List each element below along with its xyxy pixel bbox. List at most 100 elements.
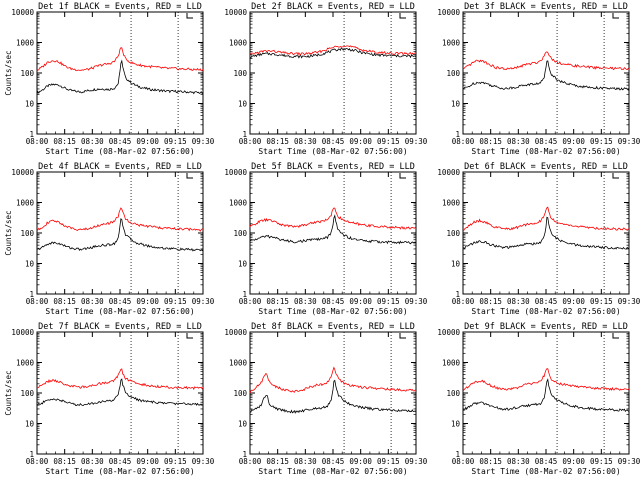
y-tick-label: 10000 — [224, 328, 247, 337]
corner-mark — [186, 173, 193, 179]
detector-panel: Det 8f BLACK = Events, RED = LLD 1 10 100 10… — [224, 322, 427, 476]
x-tick-label: 09:30 — [618, 297, 640, 306]
x-tick-label: 08:30 — [294, 297, 317, 306]
red-lld-series-line — [462, 206, 630, 232]
y-tick-label: 10000 — [437, 328, 460, 337]
y-tick-label: 100 — [20, 389, 34, 398]
corner-mark — [399, 173, 406, 179]
y-tick-label: 10 — [238, 420, 248, 429]
x-tick-label: 09:00 — [349, 297, 372, 306]
x-tick-label: 08:45 — [109, 457, 132, 466]
x-axis-label: Start Time (08-Mar-02 07:56:00) — [45, 307, 194, 316]
x-tick-label: 09:30 — [192, 137, 215, 146]
y-tick-label: 10000 — [11, 328, 34, 337]
corner-mark — [399, 333, 406, 339]
x-tick-label: 08:15 — [266, 457, 289, 466]
x-tick-label: 08:30 — [81, 297, 104, 306]
corner-mark — [612, 13, 619, 19]
x-axis-label: Start Time (08-Mar-02 07:56:00) — [471, 307, 620, 316]
x-tick-label: 08:30 — [81, 457, 104, 466]
black-events-series-line — [462, 216, 630, 250]
x-tick-label: 08:15 — [479, 137, 502, 146]
y-tick-label: 10 — [238, 260, 248, 269]
x-tick-label: 09:30 — [405, 137, 428, 146]
y-tick-label: 10000 — [224, 168, 247, 177]
x-tick-label: 09:15 — [377, 297, 400, 306]
x-axis-label: Start Time (08-Mar-02 07:56:00) — [258, 467, 407, 476]
y-tick-label: 10000 — [11, 8, 34, 17]
panel-title: Det 1f BLACK = Events, RED = LLD — [38, 2, 202, 12]
x-axis-label: Start Time (08-Mar-02 07:56:00) — [45, 147, 194, 156]
black-events-series-line — [36, 218, 204, 252]
panel-title: Det 8f BLACK = Events, RED = LLD — [251, 322, 415, 332]
red-lld-series-line — [249, 45, 416, 56]
x-tick-label: 09:15 — [590, 457, 613, 466]
detector-panel: Det 7f BLACK = Events, RED = LLD 1 10 100 10… — [4, 322, 215, 476]
x-tick-label: 08:00 — [239, 457, 262, 466]
x-tick-label: 09:15 — [164, 457, 187, 466]
panel-title: Det 4f BLACK = Events, RED = LLD — [38, 162, 202, 172]
detector-panel: Det 2f BLACK = Events, RED = LLD 1 10 100 10… — [224, 2, 427, 156]
y-tick-label: 100 — [446, 229, 460, 238]
x-axis-label: Start Time (08-Mar-02 07:56:00) — [258, 307, 407, 316]
red-lld-series-line — [462, 368, 630, 392]
y-tick-label: 10 — [451, 420, 461, 429]
y-tick-label: 1000 — [16, 199, 35, 208]
y-tick-label: 100 — [20, 69, 34, 78]
x-tick-label: 08:00 — [452, 137, 475, 146]
y-tick-label: 10000 — [437, 8, 460, 17]
y-tick-label: 10000 — [11, 168, 34, 177]
black-events-series-line — [249, 379, 417, 414]
x-tick-label: 08:00 — [26, 137, 49, 146]
y-axis-label: Counts/sec — [4, 50, 13, 95]
y-tick-label: 10 — [25, 420, 35, 429]
detector-panel: Det 4f BLACK = Events, RED = LLD 1 10 100 10… — [4, 162, 215, 316]
x-tick-label: 09:30 — [618, 457, 640, 466]
y-tick-label: 1 — [29, 130, 34, 139]
y-tick-label: 1 — [455, 290, 460, 299]
x-tick-label: 09:00 — [136, 297, 159, 306]
black-events-series-line — [462, 60, 630, 91]
x-tick-label: 08:30 — [507, 457, 530, 466]
x-tick-label: 09:00 — [562, 137, 585, 146]
y-tick-label: 100 — [446, 69, 460, 78]
x-tick-label: 08:45 — [322, 137, 345, 146]
panel-title: Det 2f BLACK = Events, RED = LLD — [251, 2, 415, 12]
x-tick-label: 08:45 — [535, 457, 558, 466]
x-tick-label: 08:30 — [81, 137, 104, 146]
x-tick-label: 08:00 — [26, 457, 49, 466]
x-axis-label: Start Time (08-Mar-02 07:56:00) — [45, 467, 194, 476]
x-tick-label: 09:15 — [377, 137, 400, 146]
y-tick-label: 10 — [451, 260, 461, 269]
x-tick-label: 09:30 — [405, 457, 428, 466]
y-tick-label: 1 — [242, 450, 247, 459]
x-tick-label: 09:00 — [562, 457, 585, 466]
x-tick-label: 09:00 — [349, 457, 372, 466]
red-lld-series-line — [249, 366, 417, 394]
corner-mark — [186, 13, 193, 19]
panel-title: Det 3f BLACK = Events, RED = LLD — [464, 2, 628, 12]
red-lld-series-line — [36, 368, 204, 391]
y-tick-label: 10 — [238, 100, 248, 109]
x-tick-label: 08:45 — [535, 297, 558, 306]
x-tick-label: 09:15 — [164, 297, 187, 306]
detector-panel: Det 9f BLACK = Events, RED = LLD 1 10 100 10… — [437, 322, 640, 476]
corner-mark — [612, 173, 619, 179]
x-tick-label: 09:00 — [349, 137, 372, 146]
black-events-series-line — [36, 378, 204, 407]
y-tick-label: 1000 — [442, 199, 461, 208]
corner-mark — [186, 333, 193, 339]
corner-mark — [612, 333, 619, 339]
x-tick-label: 09:30 — [618, 137, 640, 146]
y-axis-label: Counts/sec — [4, 370, 13, 415]
y-tick-label: 100 — [20, 229, 34, 238]
black-events-series-line — [462, 378, 630, 413]
y-tick-label: 1000 — [229, 199, 248, 208]
x-tick-label: 08:45 — [109, 137, 132, 146]
x-tick-label: 08:00 — [239, 137, 262, 146]
detector-panel: Det 3f BLACK = Events, RED = LLD 1 10 100 10… — [437, 2, 640, 156]
y-tick-label: 10000 — [437, 168, 460, 177]
y-tick-label: 1000 — [442, 39, 461, 48]
x-axis-label: Start Time (08-Mar-02 07:56:00) — [471, 147, 620, 156]
